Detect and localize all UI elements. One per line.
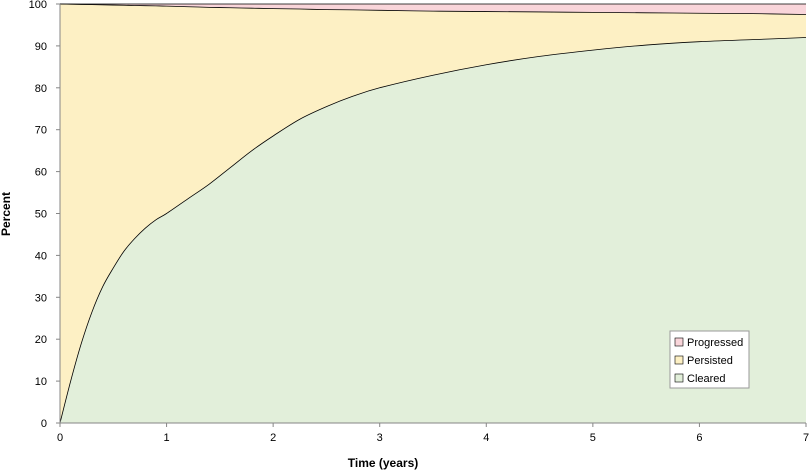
legend-swatch-persisted: [674, 355, 684, 365]
x-tick-label: 2: [270, 432, 276, 444]
y-tick-label: 30: [35, 292, 47, 304]
area-persisted: [60, 4, 806, 423]
x-tick-label: 7: [803, 432, 809, 444]
x-tick-label: 3: [377, 432, 383, 444]
plot-areas: [59, 3, 807, 424]
x-tick-label: 6: [696, 432, 702, 444]
y-tick-label: 40: [35, 250, 47, 262]
x-axis-ticks: 0 1 2 3 4 5 6 7: [57, 423, 809, 444]
y-tick-label: 20: [35, 334, 47, 346]
y-tick-label: 0: [41, 418, 47, 430]
y-tick-label: 50: [35, 209, 47, 221]
boundary-line-cleared: [59, 37, 807, 424]
y-tick-label: 70: [35, 125, 47, 137]
legend-label-cleared: Cleared: [687, 373, 726, 385]
y-axis-title: Percent: [0, 192, 13, 236]
area-cleared: [60, 37, 806, 424]
legend-swatch-cleared: [674, 373, 684, 383]
y-tick-label: 10: [35, 376, 47, 388]
boundary-line-persisted: [59, 3, 807, 15]
y-tick-label: 100: [29, 0, 47, 11]
x-tick-label: 1: [164, 432, 170, 444]
legend-label-progressed: Progressed: [687, 337, 743, 349]
legend: Progressed Persisted Cleared: [669, 330, 750, 389]
legend-swatch-progressed: [674, 337, 684, 347]
x-axis-title: Time (years): [348, 456, 418, 470]
y-tick-label: 90: [35, 41, 47, 53]
legend-label-persisted: Persisted: [687, 355, 733, 367]
y-tick-label: 60: [35, 167, 47, 179]
x-tick-label: 5: [590, 432, 596, 444]
y-axis-ticks: 0 10 20 30 40 50 60 70 80 90 100: [29, 0, 60, 430]
x-tick-label: 0: [57, 432, 63, 444]
area-progressed: [60, 4, 806, 15]
x-tick-label: 4: [483, 432, 489, 444]
y-tick-label: 80: [35, 83, 47, 95]
